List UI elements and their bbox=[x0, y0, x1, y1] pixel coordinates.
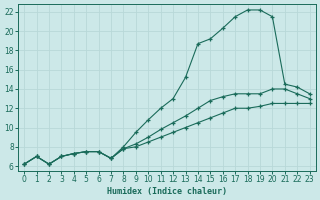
X-axis label: Humidex (Indice chaleur): Humidex (Indice chaleur) bbox=[107, 187, 227, 196]
